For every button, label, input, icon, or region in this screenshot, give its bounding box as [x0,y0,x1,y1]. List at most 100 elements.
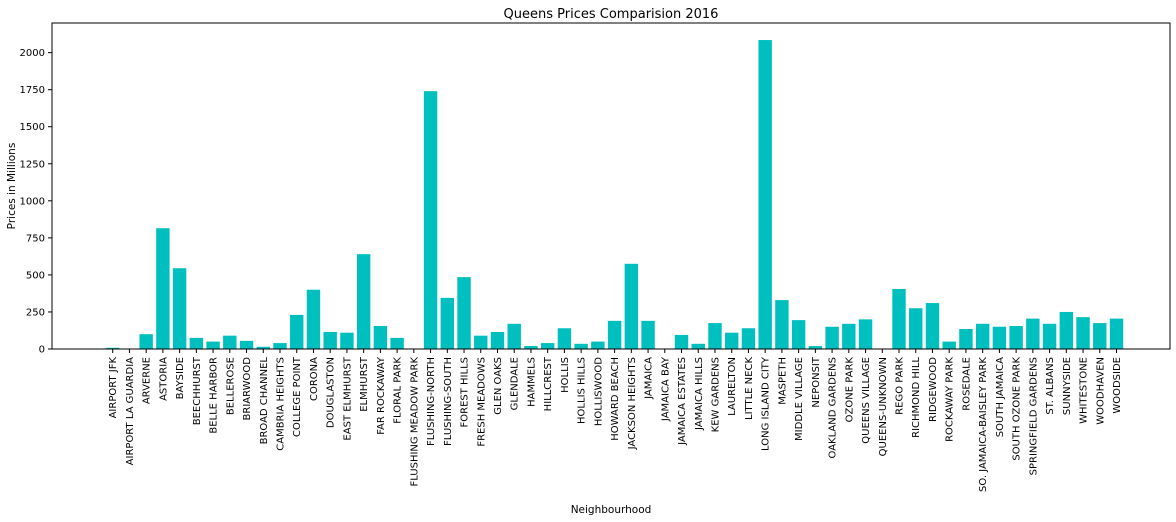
x-tick-label: GLEN OAKS [493,357,504,415]
y-tick-label: 250 [26,307,45,318]
bar [758,40,772,350]
bar [189,337,204,349]
x-tick-label: QUEENS-UNKNOWN [878,357,889,456]
bar [106,347,120,349]
bar [607,320,622,349]
x-tick-label: CAMBRIA HEIGHTS [276,357,287,451]
bar [390,337,404,349]
bar [340,332,354,349]
x-tick-label: JAMAICA [644,357,655,400]
x-tick-label: DOUGLASTON [326,357,337,428]
bar [959,328,973,349]
bar [290,314,304,349]
x-axis-label: Neighbourhood [571,504,652,516]
x-tick-label: FLUSHING-NORTH [426,357,437,446]
x-tick-label: KEW GARDENS [710,357,721,432]
x-axis: AIRPORT JFK AIRPORT LA GUARDIA ARVERNE ASTO… [108,349,1123,492]
x-tick-label: LAURELTON [727,357,738,416]
x-tick-label: HILLCREST [543,356,554,411]
y-tick-label: 1750 [20,85,45,96]
bar [725,332,739,349]
x-tick-label: SO. JAMAICA-BAISLEY PARK [978,357,989,492]
x-tick-label: OAKLAND GARDENS [828,357,839,458]
x-tick-label: FLUSHING MEADOW PARK [409,357,420,487]
bar [373,326,388,349]
bar [524,346,538,349]
x-tick-label: HOLLISWOOD [593,357,604,426]
x-tick-label: RIDGEWOOD [928,357,939,422]
x-tick-label: FLUSHING-SOUTH [443,357,454,446]
x-tick-label: JAMAICA BAY [660,356,671,422]
bar [273,343,287,349]
x-tick-label: OZONE PARK [844,357,855,423]
x-tick-label: FRESH MEADOWS [476,357,487,447]
bar [474,335,488,349]
x-tick-label: JACKSON HEIGHTS [627,357,638,450]
x-tick-label: EAST ELMHURST [342,356,353,440]
x-tick-label: JAMAICA ESTATES [677,357,688,446]
bar [975,323,990,349]
x-tick-label: BELLEROSE [225,357,236,415]
bar [239,340,254,349]
y-tick-label: 2000 [20,48,45,59]
bar [574,343,588,349]
bar [206,341,220,349]
bar [440,297,454,349]
bar [641,320,655,349]
y-tick-label: 0 [39,345,45,356]
chart-title: Queens Prices Comparision 2016 [504,7,719,22]
x-tick-label: SOUTH JAMAICA [995,357,1006,437]
bar [1076,317,1090,349]
x-tick-label: BRIARWOOD [242,357,253,421]
bar [256,346,270,349]
x-tick-label: AIRPORT LA GUARDIA [125,357,136,465]
bar [858,319,873,349]
x-tick-label: BAYSIDE [175,357,186,399]
x-tick-label: BROAD CHANNEL [259,357,270,445]
bar [223,335,237,349]
x-tick-label: ASTORIA [158,357,169,401]
bar [791,320,806,349]
bar [1059,311,1074,349]
x-tick-label: MASPETH [777,357,788,405]
bar [423,91,438,349]
x-tick-label: NEPONSIT [811,356,822,407]
x-tick-label: FOREST HILLS [460,357,471,427]
bar [909,308,923,349]
x-tick-label: BEECHHURST [192,356,203,425]
bar [1009,326,1023,349]
bar [557,328,572,349]
x-tick-label: ARVERNE [142,357,153,404]
plot-frame [51,22,1171,350]
x-tick-label: ROSEDALE [961,357,972,411]
bar [172,268,187,349]
x-tick-label: LITTLE NECK [744,357,755,420]
x-tick-label: HOWARD BEACH [610,357,621,441]
x-tick-label: BELLE HARBOR [209,357,220,434]
x-tick-label: WOODSIDE [1112,357,1123,414]
x-tick-label: LONG ISLAND CITY [761,356,772,451]
bar [457,277,471,349]
y-tick-label: 1000 [20,196,45,207]
x-tick-label: HOLLIS HILLS [577,357,588,424]
bar [775,300,789,349]
bar [942,341,956,349]
x-tick-label: AIRPORT JFK [108,357,119,419]
x-tick-label: QUEENS VILLAGE [861,357,872,444]
bar [1109,318,1124,349]
bar [842,323,856,349]
bar [825,326,839,349]
x-tick-label: SUNNYSIDE [1062,357,1073,415]
bar [1026,318,1040,349]
x-tick-label: CORONA [309,357,320,401]
bar [992,326,1007,349]
y-axis-label: Prices in Millions [6,143,18,230]
x-tick-label: REGO PARK [895,357,906,415]
bar [139,334,153,349]
bar [708,323,722,349]
x-tick-label: FLORAL PARK [393,357,404,424]
x-tick-label: GLENDALE [510,357,521,410]
x-tick-label: SPRINGFIELD GARDENS [1028,357,1039,475]
x-tick-label: JAMAICA HILLS [694,357,705,431]
bars [106,40,1124,350]
